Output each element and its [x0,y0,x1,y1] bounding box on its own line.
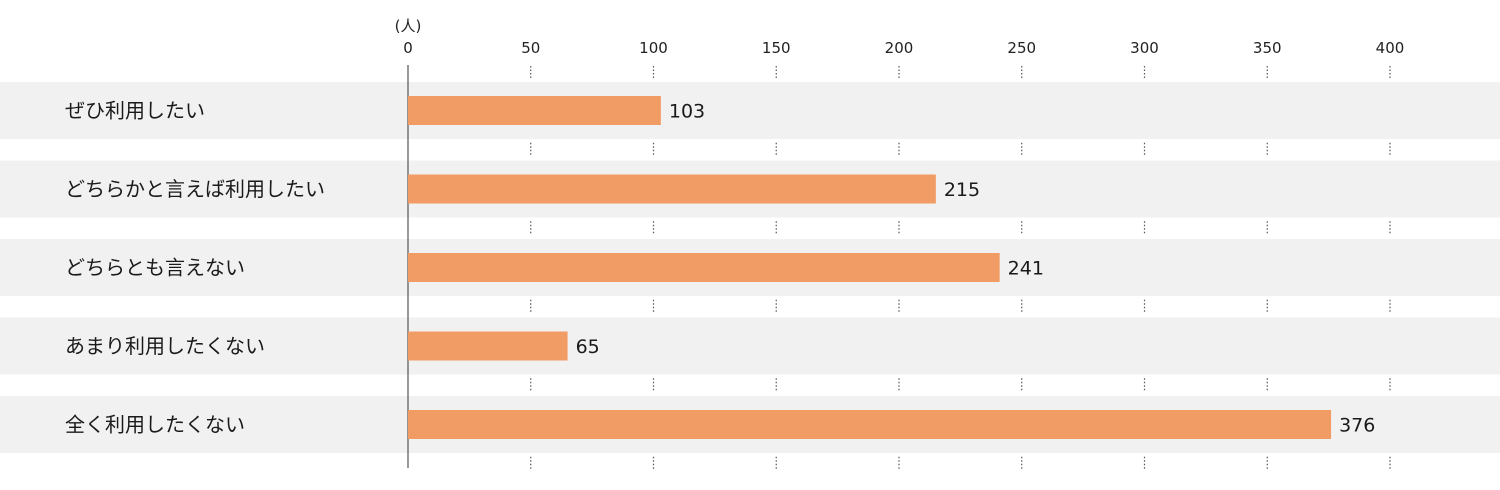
value-label: 65 [576,336,600,358]
bar [408,410,1332,439]
row-band [0,317,1500,375]
category-label: どちらとも言えない [65,256,245,280]
category-label: あまり利用したくない [65,334,265,358]
bar [408,96,661,125]
bar [408,253,1000,282]
x-tick-label: 150 [762,39,791,57]
x-tick-label: 200 [885,39,914,57]
labels: 0 50 100 150 200 250 300 350 400 103 ぜひ利用したい 215 どちら… [65,39,1404,437]
category-label: 全く利用したくない [65,413,245,437]
x-tick-label: 250 [1007,39,1036,57]
category-label: ぜひ利用したい [65,99,205,123]
value-label: 241 [1008,258,1044,280]
value-label: 103 [669,101,705,123]
bar [408,174,936,204]
x-tick-label: 100 [639,39,668,57]
bar [408,331,568,361]
x-tick-label: 50 [521,39,540,57]
value-label: 376 [1339,415,1375,437]
x-tick-label: 0 [403,39,413,57]
x-tick-label: 400 [1376,39,1405,57]
row-band [0,82,1500,139]
unit-label: (人) [395,17,422,35]
x-tick-label: 350 [1253,39,1282,57]
x-tick-label: 300 [1130,39,1159,57]
value-label: 215 [944,179,980,201]
bars [408,96,1332,439]
category-label: どちらかと言えば利用したい [65,177,325,201]
